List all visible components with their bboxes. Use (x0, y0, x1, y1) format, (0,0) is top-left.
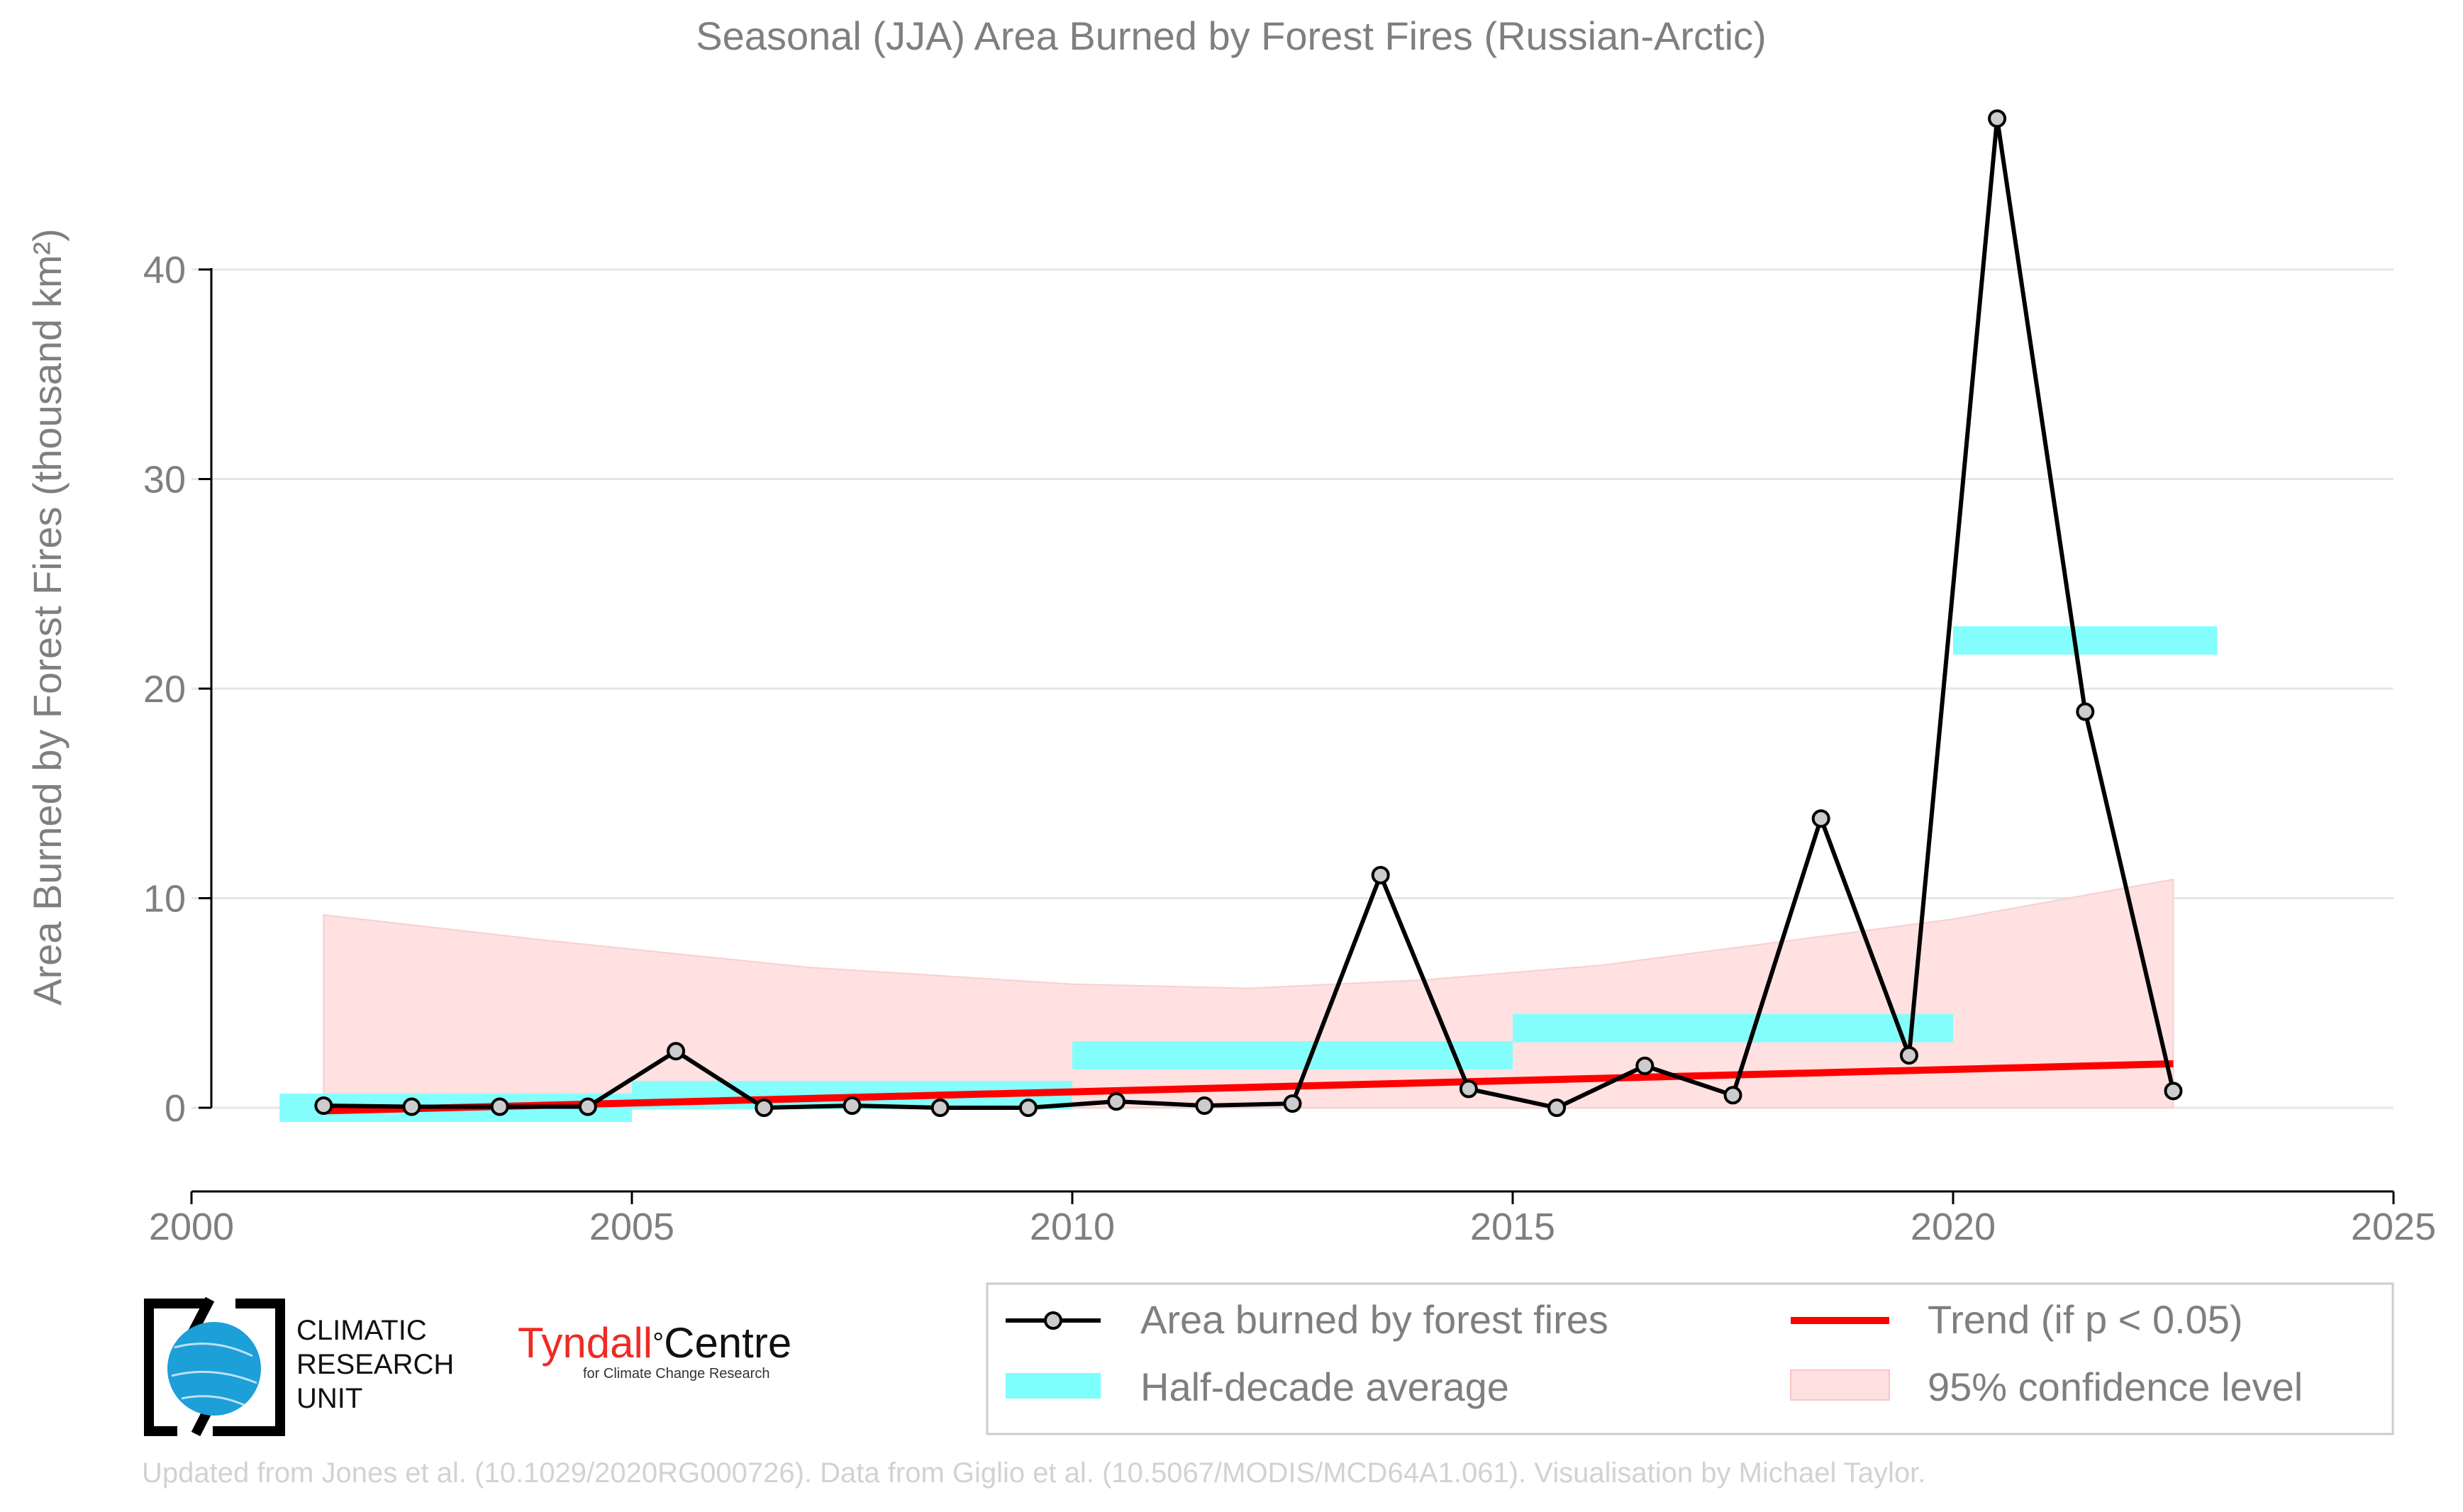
tyndall-logo-main: Tyndall°Centre (518, 1321, 791, 1366)
cru-logo-line: UNIT (296, 1383, 363, 1414)
legend-label-area-burned: Area burned by forest fires (1140, 1297, 1608, 1342)
cru-logo-text: CLIMATIC RESEARCH UNIT (296, 1313, 454, 1416)
y-tick-label: 40 (143, 249, 186, 291)
data-point (490, 1097, 509, 1116)
tyndall-logo-degree: ° (652, 1328, 665, 1359)
data-point (1283, 1094, 1302, 1113)
legend-label-trend: Trend (if p < 0.05) (1928, 1297, 2243, 1342)
data-point (578, 1097, 597, 1116)
axes-layer: 0 10 20 30 40 2000 2005 2010 2015 2020 2025 (143, 249, 2436, 1248)
x-tick-label: 2020 (1911, 1206, 1996, 1248)
tyndall-logo: Tyndall°Centre for Climate Change Resear… (518, 1321, 791, 1382)
half-decade-bar (1513, 1013, 1953, 1043)
legend: Area burned by forest fires Half-decade … (986, 1282, 2394, 1435)
chart-title: Seasonal (JJA) Area Burned by Forest Fir… (696, 13, 1766, 58)
data-point (1018, 1099, 1038, 1117)
half-decade-bar (1072, 1041, 1513, 1070)
data-point (1635, 1056, 1655, 1075)
y-tick-label: 30 (143, 459, 186, 501)
legend-marker-area-burned (1044, 1311, 1062, 1330)
data-point (930, 1099, 950, 1117)
tyndall-logo-centre: Centre (664, 1319, 792, 1367)
data-point (667, 1042, 686, 1061)
data-point (314, 1096, 333, 1116)
cru-logo-line: RESEARCH (296, 1349, 455, 1380)
y-tick-label: 0 (165, 1087, 186, 1130)
data-point (1811, 809, 1830, 828)
legend-label-confidence: 95% confidence level (1928, 1364, 2303, 1409)
data-point (843, 1096, 862, 1116)
series-line (323, 116, 2176, 1110)
data-point (1723, 1086, 1742, 1105)
legend-frame (986, 1282, 2394, 1435)
x-tick-label: 2000 (149, 1206, 234, 1248)
x-tick-label: 2010 (1030, 1206, 1115, 1248)
data-point (1547, 1099, 1567, 1117)
legend-swatch-half-decade (1006, 1373, 1101, 1399)
tyndall-logo-name: Tyndall (518, 1319, 653, 1367)
data-point (402, 1097, 421, 1116)
cru-bracket-left (144, 1299, 207, 1436)
y-tick-label: 20 (143, 668, 186, 711)
tyndall-logo-subtitle: for Climate Change Research (583, 1366, 770, 1382)
cru-bracket-right (213, 1299, 285, 1436)
cru-logo-line: CLIMATIC (296, 1315, 427, 1346)
legend-swatch-confidence (1790, 1369, 1890, 1401)
footer-credit: Updated from Jones et al. (10.1029/2020R… (142, 1457, 1926, 1489)
data-point (2076, 702, 2095, 721)
data-point (1195, 1096, 1214, 1116)
half-decade-bar (1953, 626, 2218, 655)
trend-line (323, 1060, 2174, 1115)
data-point (1371, 865, 1390, 884)
data-point (2164, 1082, 2183, 1101)
trend-layer (323, 1060, 2174, 1115)
x-tick-label: 2005 (589, 1206, 674, 1248)
cru-globe-icon (167, 1322, 261, 1416)
x-tick-label: 2025 (2351, 1206, 2436, 1248)
y-tick-label: 10 (143, 878, 186, 921)
x-tick-label: 2015 (1470, 1206, 1555, 1248)
data-point (1988, 109, 2007, 128)
data-point (1107, 1092, 1126, 1111)
y-axis-label: Area Burned by Forest Fires (thousand km… (25, 228, 70, 1006)
series-layer (314, 109, 2183, 1117)
cru-logo (144, 1296, 285, 1437)
data-point (755, 1099, 774, 1117)
data-point (1459, 1079, 1478, 1099)
cru-globe-lines (171, 1343, 257, 1407)
data-point (1899, 1046, 1918, 1065)
legend-label-half-decade: Half-decade average (1140, 1364, 1509, 1409)
